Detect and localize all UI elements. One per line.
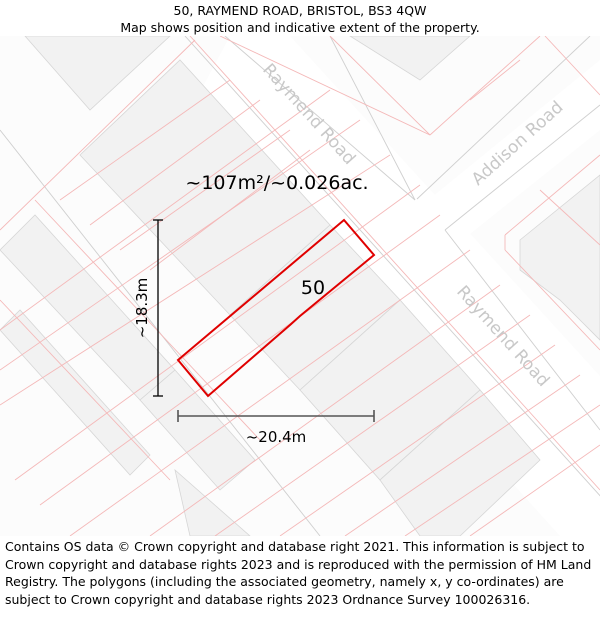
parcel-boundaries xyxy=(0,36,600,536)
map-header: 50, RAYMEND ROAD, BRISTOL, BS3 4QW Map s… xyxy=(0,0,600,38)
width-label: ~20.4m xyxy=(246,428,307,446)
buildings xyxy=(0,36,600,536)
width-measure xyxy=(177,410,375,422)
plot-number: 50 xyxy=(301,277,325,299)
map-canvas: Raymend Road Addison Road Raymend Road ~… xyxy=(0,36,600,536)
copyright-notice: Contains OS data © Crown copyright and d… xyxy=(5,539,592,607)
area-label: ~107m²/~0.026ac. xyxy=(185,172,368,194)
property-address: 50, RAYMEND ROAD, BRISTOL, BS3 4QW xyxy=(173,3,427,18)
map-subtitle: Map shows position and indicative extent… xyxy=(120,20,480,35)
property-outline[interactable] xyxy=(176,218,376,398)
height-label: ~18.3m xyxy=(133,278,151,339)
property-map[interactable]: Raymend Road Addison Road Raymend Road ~… xyxy=(0,36,600,536)
height-measure xyxy=(153,219,163,397)
road-edges xyxy=(0,36,600,536)
